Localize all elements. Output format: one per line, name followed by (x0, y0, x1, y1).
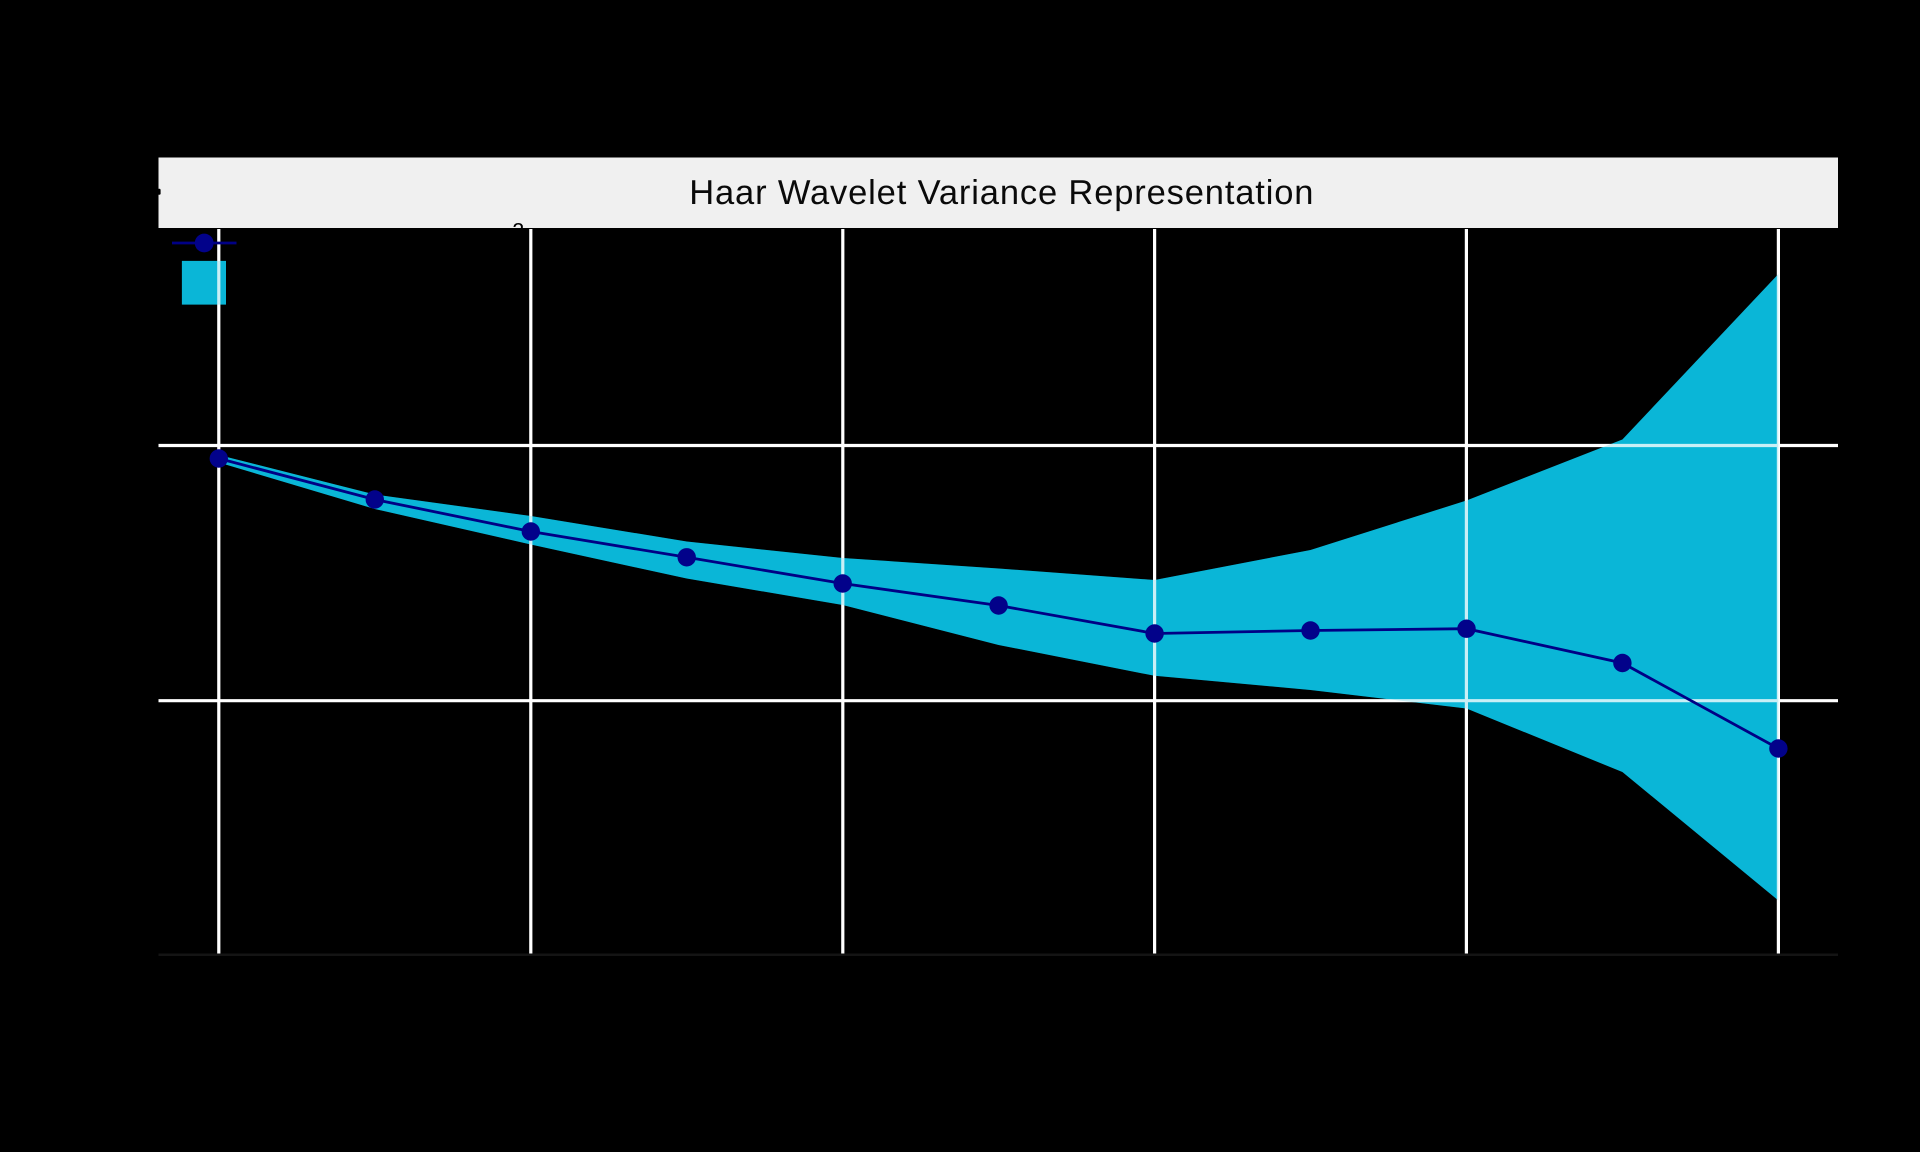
svg-text:2: 2 (512, 219, 524, 243)
svg-text:Haar Wavelet Variance Represen: Haar Wavelet Variance Representation (689, 174, 1314, 212)
